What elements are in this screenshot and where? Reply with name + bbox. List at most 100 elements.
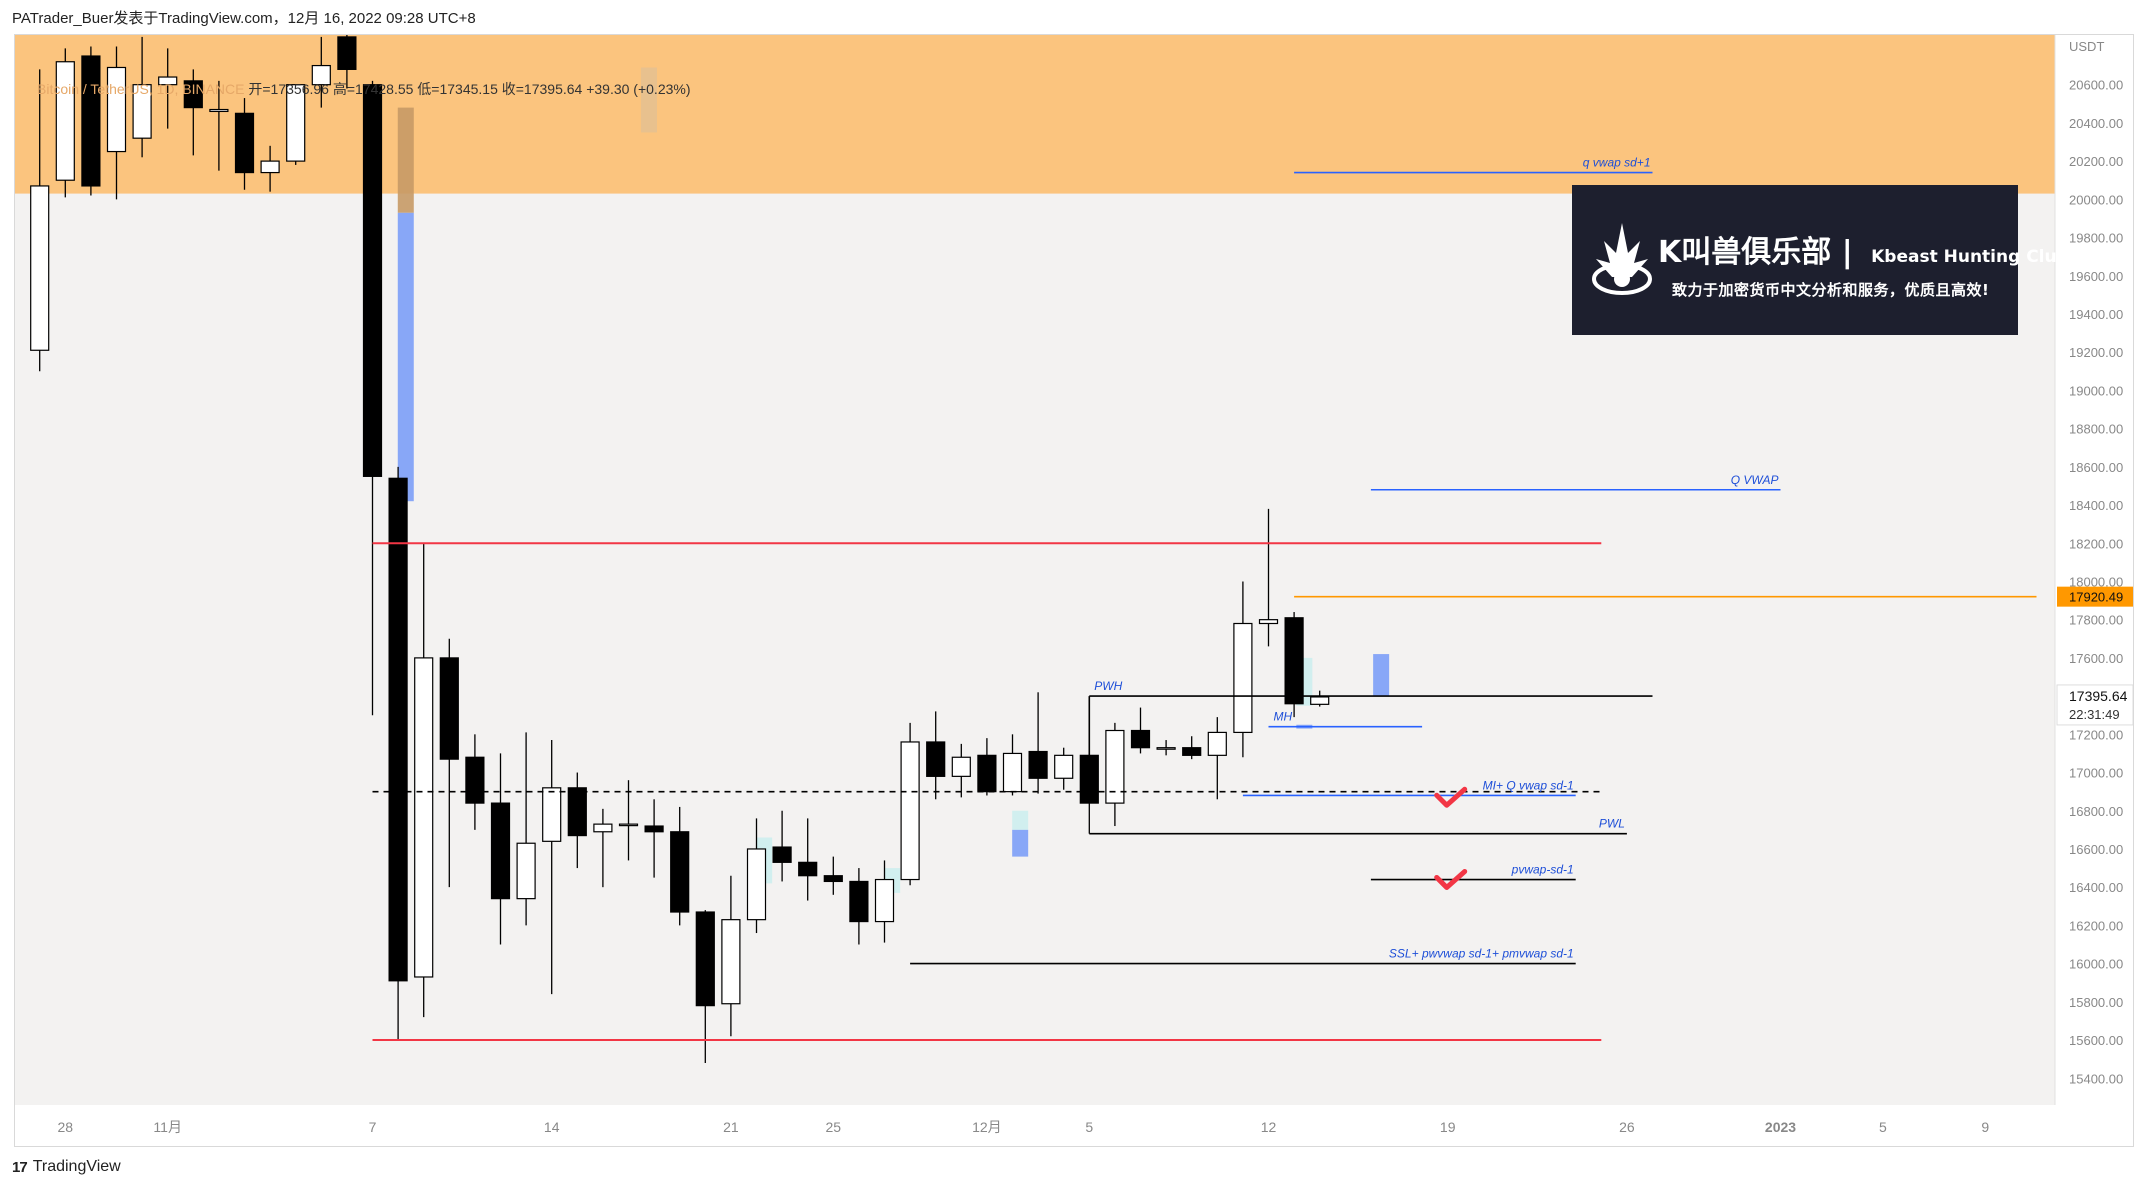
candle-body — [1105, 729, 1125, 804]
candle-body — [644, 825, 664, 833]
price-tick-label: 16800.00 — [2069, 804, 2123, 819]
price-tick-label: 18000.00 — [2069, 574, 2123, 589]
candle-body — [593, 823, 613, 833]
time-tick-label: 5 — [1879, 1119, 1887, 1135]
chart-panel[interactable]: q vwap sd+1 Q VWAP PWH MH MI+ Q vwap sd-1 PWL… — [14, 34, 2134, 1147]
candle-body — [926, 741, 946, 777]
candle-body — [414, 657, 434, 978]
candle-body — [849, 880, 869, 923]
price-tick-label: 18800.00 — [2069, 422, 2123, 437]
candle-body — [183, 80, 203, 109]
candle-body — [1156, 747, 1176, 750]
time-tick-label: 5 — [1085, 1119, 1093, 1135]
price-tick-label: 19200.00 — [2069, 345, 2123, 360]
time-tick-label: 26 — [1619, 1119, 1635, 1135]
candle-body — [1233, 622, 1253, 734]
level-label: MI+ Q vwap sd-1 — [1483, 778, 1574, 792]
candle-body — [721, 919, 741, 1005]
legend-ohlc: 开=17356.96 高=17428.55 低=17345.15 收=17395… — [248, 81, 691, 97]
candle-body — [670, 831, 690, 913]
candle-body — [362, 84, 383, 477]
price-tick-label: 18200.00 — [2069, 536, 2123, 551]
footer-brand-label: TradingView — [32, 1158, 121, 1175]
check-icon — [1434, 786, 1468, 808]
price-tick-label: 20000.00 — [2069, 192, 2123, 207]
candle-body — [542, 787, 562, 842]
level-label: q vwap sd+1 — [1583, 156, 1651, 170]
price-tick-label: 19600.00 — [2069, 269, 2123, 284]
price-tick-label: 16200.00 — [2069, 918, 2123, 933]
banner-subtitle: 致力于加密货币中文分析和服务，优质且高效! — [1672, 281, 1990, 299]
candle-body — [1079, 754, 1099, 804]
time-tick-label: 21 — [723, 1119, 739, 1135]
candle-body — [823, 875, 843, 883]
beast-logo-icon — [1592, 223, 1652, 295]
time-tick-label: 11月 — [153, 1119, 182, 1135]
price-axis-currency: USDT — [2069, 39, 2104, 54]
time-tick-label: 2023 — [1765, 1119, 1796, 1135]
time-tick-label: 14 — [544, 1119, 560, 1135]
volume-profile-bar — [1373, 654, 1390, 697]
price-tick-label: 17000.00 — [2069, 766, 2123, 781]
current-price-label: 17395.64 — [2069, 688, 2128, 704]
candle-body — [439, 657, 459, 760]
current-price-badge — [2056, 684, 2133, 726]
candle-body — [567, 787, 587, 837]
volume-profile-bar — [1012, 829, 1029, 857]
time-tick-label: 12 — [1261, 1119, 1277, 1135]
candle-body — [465, 756, 485, 804]
candle-body — [1182, 747, 1202, 756]
candle-body — [132, 84, 152, 139]
candle-body — [30, 185, 50, 351]
legend-symbol: Bitcoin / TetherUS, 1D, BINANCE — [37, 81, 245, 97]
candle-body — [209, 108, 229, 113]
candle-body — [1207, 731, 1227, 756]
candle-body — [695, 911, 715, 1007]
symbol-legend: Bitcoin / TetherUS, 1D, BINANCE 开=17356.… — [37, 79, 691, 99]
price-tick-label: 15800.00 — [2069, 995, 2123, 1010]
banner-title-sep: | — [1831, 235, 1864, 270]
last-price-label: 17920.49 — [2069, 590, 2123, 605]
candle-body — [874, 878, 895, 923]
candle-body — [746, 848, 767, 921]
publish-byline: PATrader_Buer发表于TradingView.com，12月 16, … — [12, 10, 476, 27]
time-axis-background — [15, 1105, 2055, 1146]
banner-title-cn: K叫兽俱乐部 — [1658, 235, 1832, 270]
candle-body — [158, 76, 178, 86]
time-tick-label: 19 — [1440, 1119, 1456, 1135]
candle-body — [977, 754, 997, 793]
tradingview-logo-icon: 17 — [12, 1158, 28, 1176]
club-banner: K叫兽俱乐部 | Kbeast Hunting Club 致力于加密货币中文分析… — [1572, 185, 2069, 335]
price-tick-label: 15400.00 — [2069, 1071, 2123, 1086]
time-tick-label: 9 — [1981, 1119, 1989, 1135]
check-icon — [1434, 868, 1468, 890]
candle-body — [1028, 750, 1048, 779]
candle-body — [234, 112, 255, 174]
price-tick-label: 20600.00 — [2069, 78, 2123, 93]
banner-title: K叫兽俱乐部 | Kbeast Hunting Club — [1658, 227, 2069, 271]
candle-body — [1130, 729, 1151, 749]
candle-body — [490, 802, 511, 900]
price-tick-label: 19000.00 — [2069, 383, 2123, 398]
price-tick-label: 17600.00 — [2069, 651, 2123, 666]
price-tick-label: 19800.00 — [2069, 231, 2123, 246]
price-tick-label: 15600.00 — [2069, 1033, 2123, 1048]
candle-body — [1054, 754, 1074, 779]
price-chart[interactable]: q vwap sd+1 Q VWAP PWH MH MI+ Q vwap sd-1 PWL… — [15, 35, 2133, 1146]
price-tick-label: 16400.00 — [2069, 880, 2123, 895]
time-tick-label: 25 — [826, 1119, 842, 1135]
candle-body — [618, 823, 639, 827]
candle-body — [260, 160, 280, 174]
level-label: pvwap-sd-1 — [1511, 863, 1574, 877]
time-tick-label: 7 — [369, 1119, 377, 1135]
candle-body — [106, 66, 127, 153]
footer-brand[interactable]: 17 TradingView — [12, 1154, 121, 1180]
candle-body — [337, 36, 357, 70]
candle-body — [81, 55, 101, 187]
candle-body — [900, 741, 920, 881]
banner-title-en: Kbeast Hunting Club — [1871, 247, 2069, 267]
candle-body — [55, 61, 75, 181]
bar-countdown-label: 22:31:49 — [2069, 707, 2120, 722]
price-tick-label: 17200.00 — [2069, 727, 2123, 742]
candle-body — [311, 64, 331, 86]
